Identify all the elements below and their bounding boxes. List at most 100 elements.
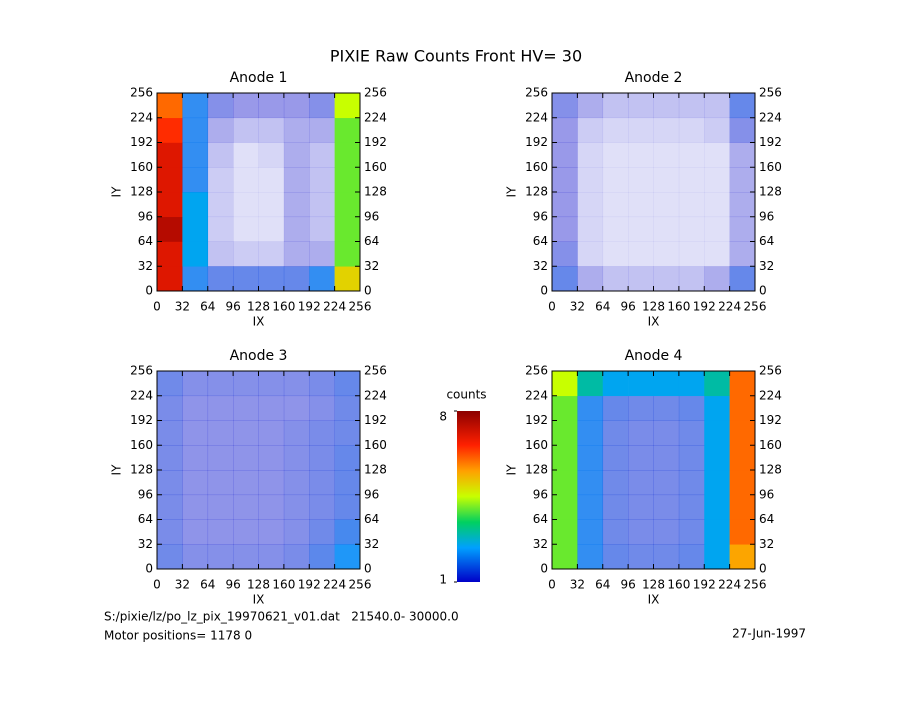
- y-tick-label: 224: [364, 110, 387, 124]
- y-tick-label: 64: [138, 512, 153, 526]
- heat-cell: [653, 395, 680, 421]
- heat-cell: [704, 192, 730, 218]
- y-tick-label: 160: [525, 160, 548, 174]
- heat-cell: [309, 519, 335, 545]
- heat-cell: [182, 241, 209, 267]
- x-tick-label: 0: [548, 578, 556, 592]
- heat-cell: [729, 216, 756, 242]
- heat-cell: [729, 117, 756, 143]
- heat-cell: [628, 93, 654, 119]
- x-tick-label: 160: [667, 300, 690, 314]
- heat-cell: [157, 192, 183, 218]
- y-tick-label: 256: [525, 86, 548, 100]
- panel-title: Anode 3: [230, 348, 288, 364]
- x-tick-label: 192: [693, 300, 716, 314]
- heat-cell: [233, 216, 259, 242]
- heat-cell: [283, 117, 310, 143]
- heat-cell: [207, 117, 234, 143]
- y-tick-label: 128: [759, 185, 782, 199]
- y-tick-label: 32: [138, 537, 153, 551]
- heat-cell: [704, 167, 730, 193]
- heat-cell: [729, 395, 756, 421]
- heat-cell: [309, 117, 335, 143]
- motor-info: Motor positions= 1178 0: [104, 629, 252, 643]
- x-tick-label: 160: [667, 578, 690, 592]
- heat-cell: [729, 192, 756, 218]
- heat-cell: [678, 544, 705, 570]
- heat-cell: [233, 371, 259, 397]
- heat-cell: [628, 519, 654, 545]
- heat-cell: [577, 241, 604, 267]
- heat-cell: [704, 395, 730, 421]
- y-tick-label: 160: [759, 160, 782, 174]
- y-tick-label: 256: [525, 364, 548, 378]
- heat-cell: [207, 519, 234, 545]
- y-tick-label: 192: [759, 413, 782, 427]
- y-tick-label: 128: [364, 185, 387, 199]
- y-tick-label: 160: [364, 160, 387, 174]
- x-tick-label: 192: [298, 578, 321, 592]
- heat-cell: [577, 470, 604, 496]
- heat-cell: [653, 167, 680, 193]
- heat-cell: [309, 494, 335, 520]
- colorbar-label: counts: [446, 388, 486, 402]
- heat-cell: [704, 142, 730, 168]
- heat-cell: [678, 445, 705, 471]
- heat-cell: [207, 395, 234, 421]
- colorbar-tick-label: 1: [439, 573, 447, 587]
- heat-cell: [233, 142, 259, 168]
- heat-cell: [628, 216, 654, 242]
- heat-cell: [207, 420, 234, 446]
- y-tick-label: 64: [759, 234, 774, 248]
- heat-cell: [678, 420, 705, 446]
- x-tick-label: 64: [200, 300, 215, 314]
- heat-cell: [157, 266, 183, 292]
- heat-cell: [157, 93, 183, 119]
- heat-cell: [678, 93, 705, 119]
- y-axis-label: IY: [505, 186, 519, 198]
- heat-cell: [678, 192, 705, 218]
- y-tick-label: 32: [533, 259, 548, 273]
- heat-cell: [258, 241, 285, 267]
- heat-cell: [309, 266, 335, 292]
- heat-cell: [552, 117, 578, 143]
- heat-cell: [258, 93, 285, 119]
- x-tick-label: 96: [225, 300, 240, 314]
- heat-cell: [258, 142, 285, 168]
- y-tick-label: 192: [130, 413, 153, 427]
- heat-cell: [628, 420, 654, 446]
- y-tick-label: 32: [759, 537, 774, 551]
- y-tick-label: 160: [525, 438, 548, 452]
- heat-cell: [653, 241, 680, 267]
- y-tick-label: 96: [138, 209, 153, 223]
- x-tick-label: 128: [247, 578, 270, 592]
- y-tick-label: 224: [759, 110, 782, 124]
- x-tick-label: 160: [272, 300, 295, 314]
- y-tick-label: 192: [364, 413, 387, 427]
- heat-cell: [653, 519, 680, 545]
- heat-cell: [552, 494, 578, 520]
- heat-cell: [729, 420, 756, 446]
- x-tick-label: 96: [620, 578, 635, 592]
- heat-cell: [182, 395, 209, 421]
- heat-cell: [678, 519, 705, 545]
- heat-cell: [182, 192, 209, 218]
- heat-cell: [729, 93, 756, 119]
- heat-cell: [233, 544, 259, 570]
- heat-cell: [602, 142, 629, 168]
- heat-cell: [653, 192, 680, 218]
- y-tick-label: 32: [759, 259, 774, 273]
- heat-cell: [577, 395, 604, 421]
- heat-cell: [233, 93, 259, 119]
- heat-cell: [577, 544, 604, 570]
- heat-cell: [577, 117, 604, 143]
- x-tick-label: 0: [153, 300, 161, 314]
- heat-cell: [207, 142, 234, 168]
- heat-cell: [552, 420, 578, 446]
- x-tick-label: 192: [298, 300, 321, 314]
- figure-title: PIXIE Raw Counts Front HV= 30: [330, 47, 582, 66]
- heat-cell: [577, 93, 604, 119]
- heat-cell: [233, 470, 259, 496]
- heat-cell: [704, 216, 730, 242]
- heat-cell: [577, 420, 604, 446]
